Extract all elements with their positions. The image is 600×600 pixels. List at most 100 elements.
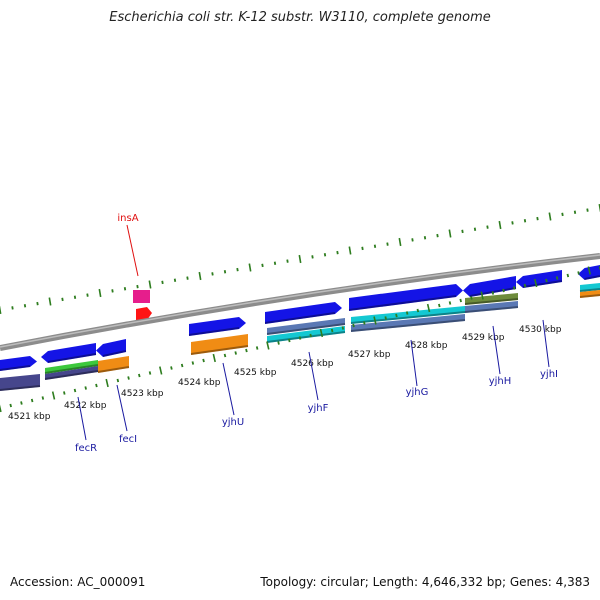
kbp-label: 4530 kbp bbox=[519, 325, 562, 335]
minor-tick bbox=[36, 301, 39, 306]
minor-tick bbox=[523, 283, 527, 288]
minor-tick bbox=[311, 255, 314, 259]
gene-leader-lines bbox=[77, 319, 550, 441]
minor-tick bbox=[416, 308, 420, 313]
genome-backbone bbox=[0, 253, 600, 351]
outer-tick-ring bbox=[0, 203, 600, 315]
minor-tick bbox=[223, 353, 227, 358]
minor-tick bbox=[470, 296, 473, 300]
minor-tick bbox=[86, 293, 89, 297]
gene-block-fecR-green-shade bbox=[44, 364, 99, 374]
minor-tick bbox=[502, 288, 505, 293]
gene-block-fecA[interactable] bbox=[0, 356, 37, 371]
minor-tick bbox=[84, 386, 87, 390]
gene-block-yjhG[interactable] bbox=[349, 284, 463, 311]
gene-block-fecA-sub-shade bbox=[0, 385, 41, 391]
minor-tick bbox=[491, 291, 495, 295]
minor-tick bbox=[41, 396, 45, 400]
major-tick bbox=[0, 404, 2, 413]
gene-block-yjhU-orange[interactable] bbox=[191, 334, 248, 355]
gene-block-fecR[interactable] bbox=[41, 343, 96, 363]
minor-tick bbox=[161, 280, 164, 285]
minor-tick bbox=[573, 210, 577, 214]
major-tick bbox=[319, 328, 324, 338]
major-tick bbox=[448, 229, 452, 238]
gene-label-yjhU[interactable]: yjhU bbox=[222, 417, 244, 428]
minor-tick bbox=[438, 303, 441, 308]
gene-block-yjhF-slate[interactable] bbox=[267, 318, 345, 335]
gene-block-yjhJ-teal-shade bbox=[579, 288, 600, 292]
minor-tick bbox=[523, 219, 527, 223]
gene-block-fecI[interactable] bbox=[96, 339, 126, 357]
gene-label-yjhI[interactable]: yjhI bbox=[540, 369, 558, 380]
gene-label-yjhG[interactable]: yjhG bbox=[406, 387, 429, 398]
gene-blocks bbox=[0, 265, 600, 391]
major-tick bbox=[373, 316, 377, 325]
minor-tick bbox=[336, 250, 339, 255]
gene-block-yjhJ-teal[interactable] bbox=[580, 283, 600, 292]
gene-label-fecI[interactable]: fecI bbox=[119, 434, 137, 445]
gene-block-yjhH-olive[interactable] bbox=[465, 293, 518, 305]
minor-tick bbox=[395, 313, 398, 318]
minor-tick bbox=[423, 236, 427, 240]
major-tick bbox=[480, 291, 484, 300]
major-tick bbox=[248, 263, 252, 272]
gene-label-yjhH[interactable]: yjhH bbox=[489, 376, 512, 387]
minor-tick bbox=[288, 338, 291, 343]
insA-feature-red[interactable] bbox=[136, 307, 152, 321]
minor-tick bbox=[323, 253, 327, 257]
minor-tick bbox=[261, 263, 264, 268]
gene-label-yjhF[interactable]: yjhF bbox=[308, 403, 329, 414]
minor-tick bbox=[123, 287, 127, 291]
gene-block-yjhH-olive-shade bbox=[464, 298, 519, 305]
kbp-label: 4523 kbp bbox=[121, 389, 164, 399]
major-tick bbox=[298, 254, 302, 264]
gene-block-yjhJ-orange[interactable] bbox=[580, 290, 600, 298]
minor-tick bbox=[148, 371, 152, 375]
gene-block-yjhJ-orange-shade bbox=[579, 294, 600, 298]
minor-tick bbox=[298, 336, 302, 340]
minor-tick bbox=[373, 244, 377, 248]
minor-tick bbox=[411, 238, 414, 242]
gene-block-yjhG-teal[interactable] bbox=[351, 306, 465, 324]
minor-tick bbox=[202, 358, 205, 363]
gene-block-yjhI-shade bbox=[522, 280, 563, 288]
minor-tick bbox=[577, 271, 580, 275]
gene-block-yjhF-teal[interactable] bbox=[267, 326, 345, 343]
gene-block-yjhH-slate[interactable] bbox=[465, 301, 518, 313]
gene-block-fecI-orange-shade bbox=[97, 366, 130, 373]
gene-block-yjhI[interactable] bbox=[516, 270, 562, 288]
gene-block-yjhH[interactable] bbox=[463, 276, 516, 297]
minor-tick bbox=[186, 276, 189, 280]
minor-tick bbox=[61, 297, 64, 302]
gene-block-yjhU[interactable] bbox=[189, 317, 246, 336]
minor-tick bbox=[448, 301, 452, 305]
gene-block-fecA-sub[interactable] bbox=[0, 374, 40, 391]
minor-tick bbox=[111, 289, 114, 293]
minor-tick bbox=[486, 225, 489, 229]
gene-block-fecR-sub[interactable] bbox=[45, 366, 98, 380]
minor-tick bbox=[405, 311, 409, 315]
major-tick bbox=[51, 391, 56, 400]
minor-tick bbox=[116, 378, 120, 383]
gene-label-insA[interactable]: insA bbox=[117, 213, 138, 224]
minor-tick bbox=[136, 284, 139, 289]
major-tick bbox=[148, 280, 152, 289]
minor-tick bbox=[352, 323, 355, 328]
gene-label-fecR[interactable]: fecR bbox=[75, 443, 97, 454]
gene-block-fecR-green[interactable] bbox=[45, 360, 98, 374]
gene-block-yjhG-shade bbox=[348, 295, 457, 311]
gene-labels: fecR fecI yjhU yjhF yjhG yjhH yjhI bbox=[75, 369, 558, 454]
gene-block-yjhU-orange-shade bbox=[190, 345, 249, 355]
minor-tick bbox=[461, 229, 464, 234]
gene-block-fecI-shade bbox=[102, 350, 127, 357]
major-tick bbox=[159, 366, 163, 375]
major-tick bbox=[587, 266, 591, 275]
gene-block-yjhF[interactable] bbox=[265, 302, 342, 324]
gene-block-yjhG-slate[interactable] bbox=[351, 314, 465, 332]
gene-block-fecI-orange[interactable] bbox=[98, 356, 129, 373]
minor-tick bbox=[384, 316, 387, 320]
major-tick bbox=[48, 297, 52, 306]
insA-feature-pink[interactable] bbox=[133, 290, 150, 303]
